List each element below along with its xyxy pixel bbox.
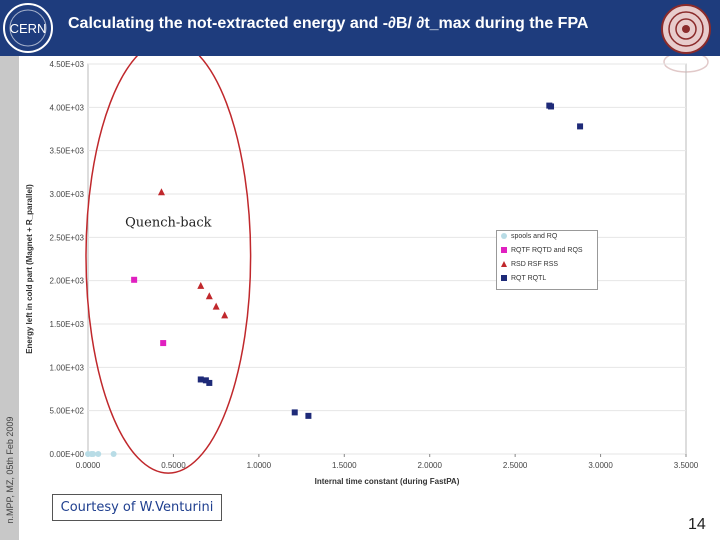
data-point-series-0: [90, 451, 97, 457]
legend: spools and RQ RQTF RQTD and RQS RSD RSF …: [496, 230, 598, 290]
x-tick-label: 0.5000: [161, 461, 186, 470]
y-tick-label: 1.00E+03: [50, 363, 85, 372]
legend-entry-rqt: RQT RQTL: [501, 275, 546, 287]
data-point-series-1: [160, 340, 167, 347]
x-tick-label: 2.5000: [503, 461, 528, 470]
x-tick-label: 0.0000: [76, 461, 101, 470]
data-point-series-2: [212, 302, 220, 310]
legend-entry-rsd: RSD RSF RSS: [501, 261, 558, 273]
x-tick-label: 3.0000: [588, 461, 613, 470]
data-point-series-2: [221, 311, 229, 319]
page-number: 14: [688, 516, 706, 533]
seal-emblem: [661, 4, 711, 54]
logo-text: CERN: [10, 21, 47, 36]
x-axis-title: Internal time constant (during FastPA): [315, 477, 460, 486]
side-strip: [0, 0, 19, 540]
x-tick-label: 3.5000: [674, 461, 699, 470]
cern-logo: CERN: [0, 0, 56, 56]
data-point-series-2: [205, 292, 213, 300]
data-point-series-2: [197, 281, 205, 289]
data-point-series-3: [206, 379, 213, 386]
y-tick-label: 3.50E+03: [50, 147, 85, 156]
slide-title: Calculating the not-extracted energy and…: [68, 15, 589, 32]
y-axis-title: Energy left in cold part (Magnet + R_par…: [25, 184, 34, 354]
scatter-chart: 0.00E+00 5.00E+02 1.00E+03 1.50E+03 2.00E+03…: [25, 56, 699, 486]
y-tick-label: 1.50E+03: [50, 320, 85, 329]
data-point-series-3: [548, 103, 555, 110]
y-tick-label: 3.00E+03: [50, 190, 85, 199]
y-tick-label: 4.00E+03: [50, 103, 85, 112]
data-point-series-0: [95, 451, 102, 457]
x-tick-label: 1.5000: [332, 461, 357, 470]
quench-back-label: Quench-back: [125, 216, 211, 231]
header-bar: [0, 0, 720, 56]
courtesy-box: Courtesy of W.Venturini: [52, 494, 222, 521]
y-tick-label: 4.50E+03: [50, 60, 85, 69]
data-point-series-1: [131, 276, 138, 283]
data-point-series-3: [577, 123, 584, 130]
x-tick-label: 2.0000: [417, 461, 442, 470]
y-tick-label: 2.00E+03: [50, 277, 85, 286]
side-date-label: n.MPP, MZ, 05th Feb 2009: [5, 416, 15, 524]
x-tick-label: 1.0000: [247, 461, 272, 470]
y-tick-label: 0.00E+00: [50, 450, 85, 459]
data-point-series-2: [157, 188, 165, 196]
legend-entry-spools: spools and RQ: [501, 233, 557, 245]
data-point-series-3: [197, 376, 204, 383]
y-tick-label: 2.50E+03: [50, 233, 85, 242]
quench-back-ellipse: [85, 56, 252, 474]
data-point-series-3: [202, 377, 209, 384]
y-tick-label: 5.00E+02: [50, 407, 85, 416]
data-point-series-0: [110, 451, 117, 457]
data-point-series-3: [291, 409, 298, 416]
data-point-series-3: [305, 412, 312, 419]
legend-entry-rqtf: RQTF RQTD and RQS: [501, 247, 583, 259]
